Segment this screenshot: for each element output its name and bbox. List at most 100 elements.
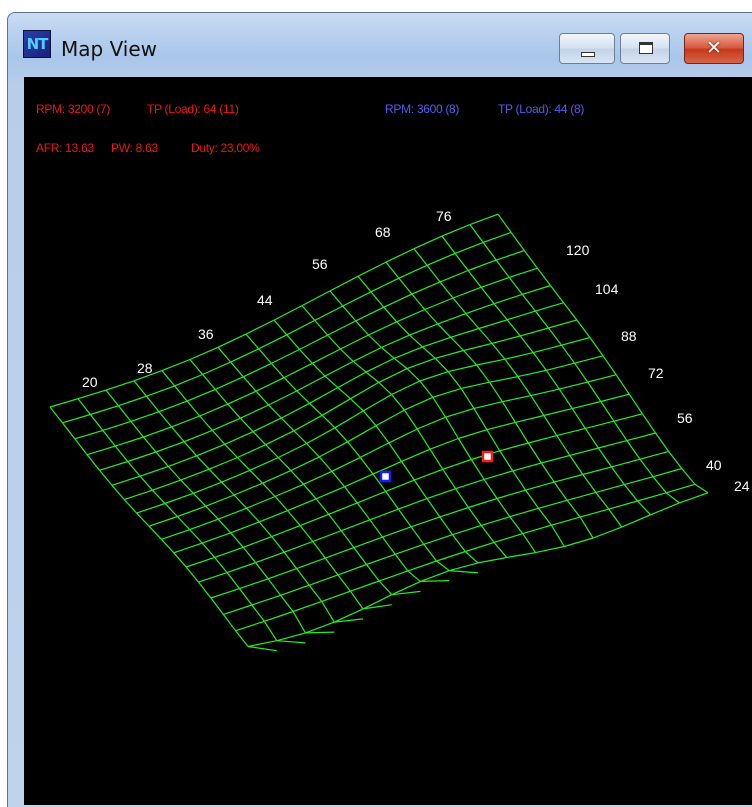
map-canvas[interactable]: RPM: 3200 (7) TP (Load): 64 (11) RPM: 36… (24, 77, 752, 805)
mesh-line (319, 441, 348, 458)
mesh-line (283, 551, 298, 569)
mesh-line (270, 363, 285, 378)
mesh-line (86, 454, 100, 471)
mesh-line (375, 425, 390, 444)
mesh-line (411, 293, 426, 310)
mesh-line (251, 604, 265, 622)
mesh-line (290, 456, 320, 472)
mesh-line (223, 604, 253, 615)
mesh-line (357, 261, 387, 277)
mesh-line (237, 444, 266, 459)
mesh-line (245, 319, 275, 335)
mesh-line (509, 507, 539, 518)
mesh-line (506, 319, 521, 337)
mesh-line (650, 502, 680, 516)
mesh-line (202, 361, 231, 376)
mesh-line (639, 458, 654, 478)
mesh-line (569, 447, 599, 456)
mesh-line (482, 242, 497, 261)
close-button[interactable]: ✕ (684, 33, 744, 64)
mesh-line (442, 458, 472, 470)
mesh-line (397, 508, 412, 528)
mesh-line (424, 309, 439, 325)
mesh-line (600, 393, 630, 403)
mesh-line (127, 461, 141, 477)
mesh-line (534, 310, 549, 329)
mesh-line (493, 293, 523, 305)
mesh-line (222, 614, 237, 632)
mesh-line (255, 551, 285, 564)
mesh-line (271, 525, 301, 538)
mesh-line (595, 492, 610, 510)
mesh-line (314, 305, 344, 321)
mesh-line (252, 417, 282, 433)
mesh-line (353, 547, 367, 565)
mesh-line (152, 479, 182, 491)
mesh-line (639, 450, 669, 460)
minimize-button[interactable] (559, 33, 615, 64)
mesh-line (118, 395, 147, 407)
mesh-line (464, 551, 479, 564)
mesh-line (611, 458, 641, 468)
mesh-line (173, 542, 203, 554)
mesh-line (368, 321, 397, 336)
mesh-line (410, 526, 425, 545)
mesh-line (525, 481, 555, 491)
mesh-line (264, 610, 294, 622)
mesh-line (655, 432, 670, 452)
mesh-line (406, 357, 436, 370)
maximize-icon (639, 42, 653, 54)
mesh-line (342, 305, 357, 322)
mesh-line (409, 334, 423, 348)
mesh-line (114, 445, 129, 462)
mesh-line (262, 482, 276, 497)
app-icon: NT (23, 30, 51, 58)
mesh-line (426, 252, 456, 266)
mesh-line (334, 608, 364, 623)
maximize-button[interactable] (620, 33, 670, 64)
mesh-line (278, 442, 307, 459)
title-bar[interactable]: NT Map View ✕ (8, 13, 752, 71)
mesh-line (366, 564, 380, 582)
mesh-line (501, 401, 516, 423)
mesh-line (329, 290, 344, 307)
mesh-line (164, 503, 178, 517)
mesh-line (396, 308, 426, 323)
mesh-line (265, 444, 279, 458)
mesh-line (572, 400, 601, 410)
mesh-line (111, 484, 125, 500)
mesh-line (388, 428, 418, 444)
rpm-axis-label: 104 (595, 281, 619, 297)
mesh-line (465, 303, 495, 315)
mesh-line (236, 457, 251, 471)
mesh-line (610, 466, 625, 485)
mesh-line (550, 524, 565, 547)
mesh-line (508, 277, 523, 295)
mesh-line (491, 335, 521, 344)
mesh-line (378, 580, 393, 596)
mesh-line (301, 305, 316, 321)
mesh-line (476, 364, 490, 383)
mesh-line (309, 387, 339, 404)
mesh-line (506, 552, 536, 559)
surface-plot: 20 28 36 44 56 68 76 120 104 88 72 56 40 24 (49, 208, 750, 652)
mesh-line (548, 327, 562, 346)
current-tp-text: TP (Load): 64 (11) (147, 102, 239, 116)
mesh-line (337, 563, 367, 576)
mesh-line (514, 422, 529, 444)
mesh-line (212, 417, 241, 431)
mesh-line (548, 319, 577, 329)
mesh-line (152, 489, 166, 504)
mesh-line (499, 450, 514, 472)
mesh-line (312, 541, 326, 559)
mesh-line (350, 580, 380, 592)
mesh-line (280, 594, 294, 612)
mesh-line (378, 381, 393, 395)
mesh-line (385, 479, 415, 492)
mesh-line (512, 470, 527, 491)
mesh-line (226, 572, 240, 589)
mesh-skirt-line (334, 618, 364, 623)
mesh-line (535, 302, 564, 312)
mesh-line (277, 457, 292, 472)
mesh-line (509, 516, 524, 534)
